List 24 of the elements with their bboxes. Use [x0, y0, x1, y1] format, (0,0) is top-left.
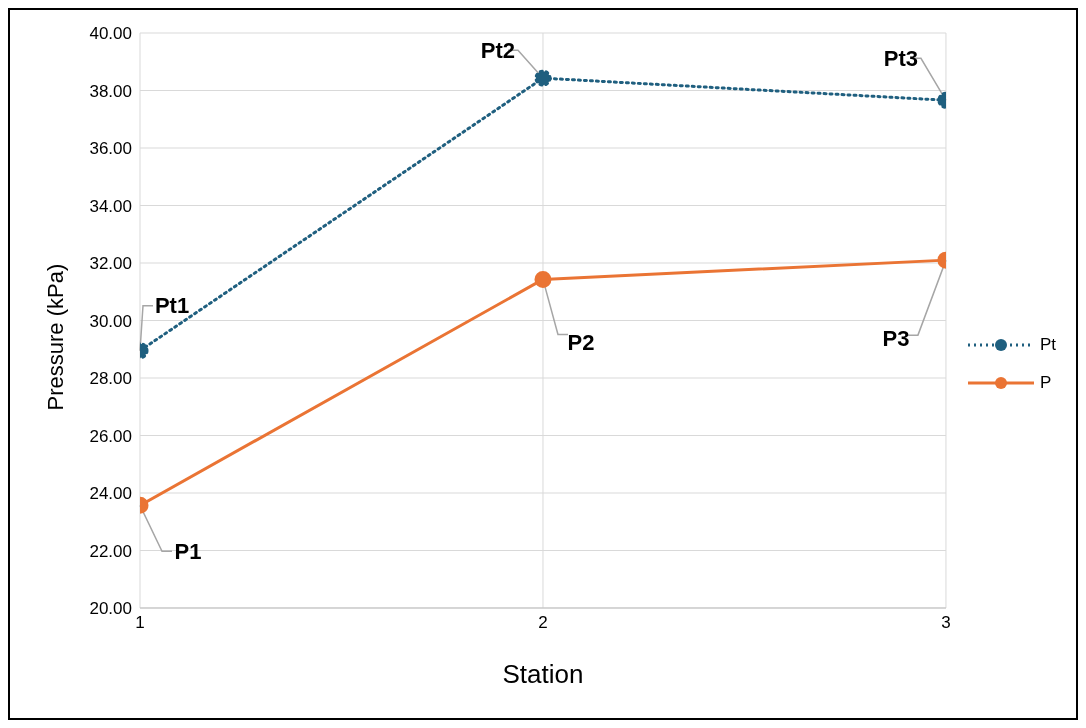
y-tick-label: 34.00 [89, 196, 132, 216]
y-tick-label: 26.00 [89, 426, 132, 446]
y-tick-label: 30.00 [89, 311, 132, 331]
y-tick-label: 32.00 [89, 254, 132, 274]
y-tick-label: 36.00 [89, 139, 132, 159]
x-tick-label: 2 [538, 613, 548, 633]
legend-label: P [1039, 373, 1052, 393]
annotation: P3 [882, 325, 910, 351]
annotation: Pt2 [480, 37, 516, 63]
x-axis-title: Station [502, 659, 584, 689]
x-tick-label: 3 [941, 613, 951, 633]
x-tick-label: 1 [135, 613, 145, 633]
y-tick-label: 28.00 [89, 369, 132, 389]
y-tick-label: 38.00 [89, 81, 132, 101]
annotation: P2 [567, 330, 595, 356]
y-tick-label: 24.00 [89, 484, 132, 504]
y-tick-label: 20.00 [89, 599, 132, 619]
annotation: Pt3 [883, 45, 919, 71]
legend-label: Pt [1039, 335, 1056, 355]
annotation: P1 [174, 539, 202, 565]
y-tick-label: 40.00 [89, 24, 132, 44]
annotation: Pt1 [154, 293, 190, 319]
y-tick-label: 22.00 [89, 541, 132, 561]
y-axis-title: Pressure (kPa) [42, 263, 68, 411]
